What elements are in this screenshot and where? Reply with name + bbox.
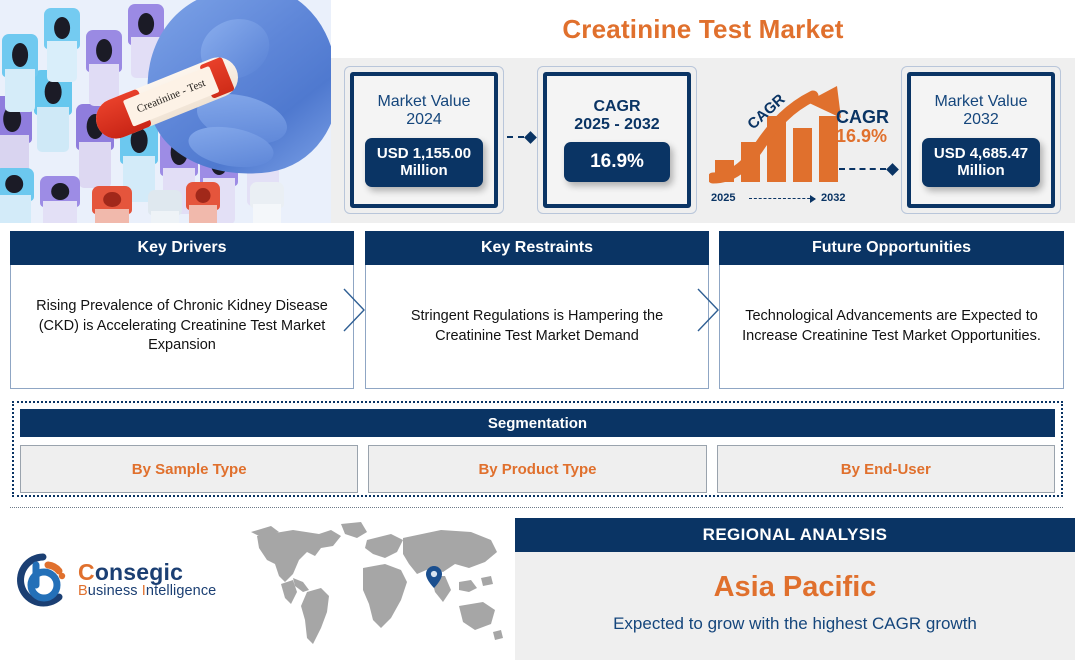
location-pin-icon	[426, 566, 442, 588]
cagr-label-line1: CAGR	[593, 97, 641, 115]
mv2024-value-line2: Million	[400, 162, 448, 180]
tube	[148, 190, 182, 223]
mv2032-label-line2: 2032	[963, 111, 999, 129]
tube	[44, 8, 80, 82]
panel-future-opportunities: Future Opportunities Technological Advan…	[719, 231, 1064, 389]
bottom-divider	[10, 507, 1063, 508]
cagr-value: 16.9%	[564, 142, 670, 183]
tube	[40, 176, 80, 223]
brand-wordmark: Consegic Business Intelligence	[78, 560, 216, 599]
stat-card-cagr: CAGR 2025 - 2032 16.9%	[537, 66, 697, 214]
connector-dotted-1	[507, 130, 537, 144]
world-map-svg	[251, 522, 503, 644]
cagr-label-line2: 2025 - 2032	[574, 115, 660, 133]
tagline-usiness: usiness	[87, 583, 142, 600]
cagr-side-label: CAGR	[836, 107, 889, 127]
regional-analysis-region: Asia Pacific	[713, 571, 877, 603]
mv2032-value-line2: Million	[957, 162, 1005, 180]
connector-dotted-2	[839, 162, 899, 176]
regional-analysis-panel: REGIONAL ANALYSIS Asia Pacific Expected …	[515, 518, 1075, 660]
mv2024-value-line1: USD 1,155.00	[376, 145, 472, 163]
mv2024-label-line2: 2024	[406, 111, 442, 129]
page-title: Creatinine Test Market	[562, 13, 844, 44]
growth-end-year: 2032	[821, 192, 846, 204]
title-bar: Creatinine Test Market	[331, 0, 1075, 58]
tube	[86, 30, 122, 106]
growth-chart-svg: CAGR	[707, 86, 841, 184]
hero-photo: Creatinine - Test	[0, 0, 331, 223]
panel-heading-key-restraints: Key Restraints	[365, 231, 709, 265]
tube	[2, 34, 38, 112]
tube	[92, 186, 132, 223]
regional-analysis-subtitle: Expected to grow with the highest CAGR g…	[613, 614, 977, 633]
tube	[186, 182, 220, 223]
growth-axis-arrow	[749, 195, 816, 203]
panel-text-key-restraints: Stringent Regulations is Hampering the C…	[410, 307, 664, 344]
panel-key-restraints: Key Restraints Stringent Regulations is …	[365, 231, 709, 389]
mv2032-value-line1: USD 4,685.47	[933, 145, 1029, 163]
brand-name: Consegic	[78, 560, 216, 584]
brand-logo: Consegic Business Intelligence	[14, 545, 244, 615]
cagr-side-value: 16.9%	[836, 126, 888, 146]
panel-heading-key-drivers: Key Drivers	[10, 231, 354, 265]
world-map	[245, 520, 510, 655]
brand-name-rest: onsegic	[94, 559, 184, 586]
tube	[250, 182, 284, 223]
tube	[34, 70, 72, 152]
segmentation-row: By Sample Type By Product Type By End-Us…	[20, 445, 1055, 493]
stats-band: Market Value 2024 USD 1,155.00 Million C…	[331, 58, 1075, 223]
panel-text-future-opportunities: Technological Advancements are Expected …	[742, 307, 1041, 344]
segmentation-item-product-type[interactable]: By Product Type	[368, 445, 707, 493]
segmentation-item-end-user[interactable]: By End-User	[716, 445, 1055, 493]
panel-key-drivers: Key Drivers Rising Prevalence of Chronic…	[10, 231, 354, 389]
panel-text-key-drivers: Rising Prevalence of Chronic Kidney Dise…	[36, 298, 328, 354]
stat-card-market-value-2032: Market Value 2032 USD 4,685.47 Million	[901, 66, 1061, 214]
growth-chart-icon: CAGR 2025 2032	[707, 86, 889, 206]
regional-analysis-heading: REGIONAL ANALYSIS	[515, 518, 1075, 552]
brand-tagline: Business Intelligence	[78, 584, 216, 599]
tagline-i: I	[141, 583, 146, 600]
stat-card-market-value-2024: Market Value 2024 USD 1,155.00 Million	[344, 66, 504, 214]
consegic-logo-icon	[14, 551, 72, 609]
mv2032-value: USD 4,685.47 Million	[921, 138, 1041, 187]
panel-heading-future-opportunities: Future Opportunities	[719, 231, 1064, 265]
tagline-b: B	[78, 583, 88, 600]
brand-name-initial: C	[78, 559, 95, 586]
segmentation-section: Segmentation By Sample Type By Product T…	[12, 401, 1063, 497]
mv2032-label-line1: Market Value	[934, 93, 1028, 111]
tagline-ntelligence: ntelligence	[145, 583, 217, 600]
tube	[0, 168, 34, 223]
mv2024-value: USD 1,155.00 Million	[364, 138, 484, 187]
mv2024-label-line1: Market Value	[377, 93, 471, 111]
segmentation-heading: Segmentation	[20, 409, 1055, 437]
growth-start-year: 2025	[711, 192, 736, 204]
cagr-side-callout: CAGR 16.9%	[836, 108, 906, 147]
segmentation-item-sample-type[interactable]: By Sample Type	[20, 445, 359, 493]
